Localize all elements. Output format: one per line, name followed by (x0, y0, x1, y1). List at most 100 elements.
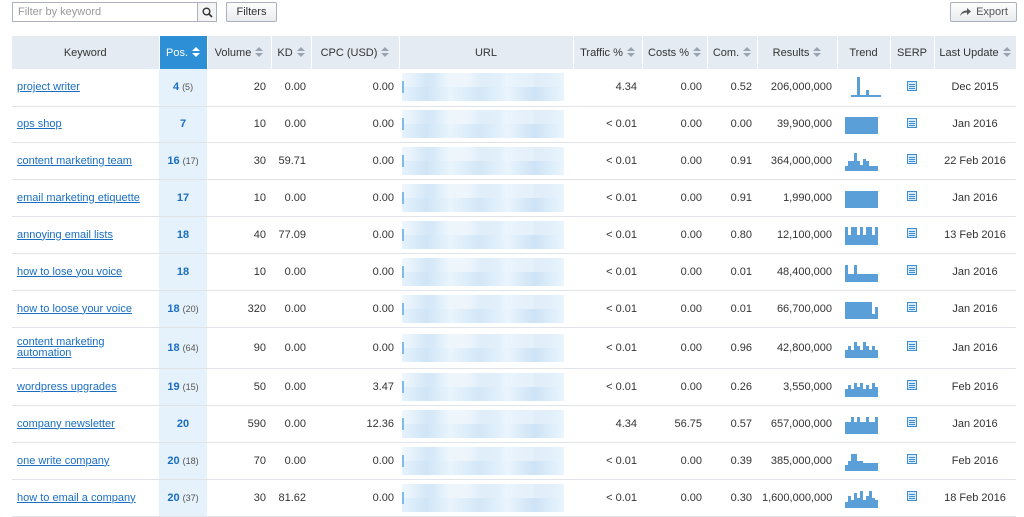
serp-icon[interactable] (907, 302, 917, 312)
serp-icon[interactable] (907, 80, 917, 91)
url-cell (399, 253, 573, 291)
trend-sparkline[interactable] (845, 188, 885, 208)
table-row: content marketing automation 18 (64) 90 0.00… (12, 327, 1016, 369)
trend-bar (851, 416, 854, 434)
last-update-cell: Dec 2015 (934, 69, 1016, 107)
keyword-cell: annoying email lists (12, 216, 159, 254)
trend-bar (851, 190, 854, 208)
sort-arrows-icon (192, 47, 200, 58)
trend-cell (837, 216, 890, 254)
column-header-kd[interactable]: KD (271, 36, 312, 69)
trend-sparkline[interactable] (845, 114, 885, 134)
trend-sparkline[interactable] (845, 225, 885, 245)
cpc-cell: 0.00 (311, 106, 399, 143)
serp-icon[interactable] (907, 380, 917, 390)
traffic-cell: < 0.01 (573, 179, 642, 217)
traffic-cell: < 0.01 (573, 142, 642, 180)
trend-sparkline[interactable] (845, 299, 885, 319)
volume-cell: 10 (207, 179, 271, 217)
trend-sparkline[interactable] (845, 151, 885, 171)
keyword-link[interactable]: content marketing automation (17, 335, 105, 359)
volume-cell: 50 (207, 368, 271, 406)
keyword-link[interactable]: project writer (17, 81, 80, 94)
keyword-link[interactable]: how to email a company (17, 491, 136, 504)
trend-sparkline[interactable] (845, 414, 885, 434)
trend-bar (869, 490, 872, 508)
trend-bar (860, 421, 863, 434)
column-header-volume[interactable]: Volume (207, 36, 272, 69)
last-update-cell: Jan 2016 (934, 179, 1016, 217)
search-icon (202, 7, 213, 18)
serp-cell (890, 69, 934, 107)
trend-bar (848, 345, 851, 358)
keyword-filter (12, 2, 217, 22)
volume-cell: 320 (207, 290, 271, 328)
traffic-cell: < 0.01 (573, 216, 642, 254)
serp-cell (890, 216, 934, 254)
filters-button[interactable]: Filters (226, 2, 277, 22)
serp-icon[interactable] (907, 491, 917, 501)
position-value: 19 (167, 380, 180, 393)
trend-cell (837, 327, 890, 369)
trend-sparkline[interactable] (845, 262, 885, 282)
volume-cell: 40 (207, 216, 271, 254)
volume-cell: 10 (207, 253, 271, 291)
costs-cell: 0.00 (642, 179, 707, 217)
serp-icon[interactable] (907, 154, 917, 164)
trend-bar (875, 462, 878, 471)
trend-bar (848, 273, 851, 282)
competition-cell: 0.91 (707, 142, 757, 180)
serp-icon[interactable] (907, 228, 917, 238)
trend-bar (860, 190, 863, 208)
trend-sparkline[interactable] (845, 451, 885, 471)
trend-cell (837, 179, 890, 217)
column-header-cpc[interactable]: CPC (USD) (311, 36, 400, 69)
column-header-traffic[interactable]: Traffic % (573, 36, 643, 69)
serp-icon[interactable] (907, 265, 917, 275)
keyword-filter-input[interactable] (13, 3, 199, 21)
keyword-link[interactable]: email marketing etiquette (17, 191, 140, 204)
column-header-results[interactable]: Results (757, 36, 838, 69)
trend-sparkline[interactable] (845, 488, 885, 508)
costs-cell: 0.00 (642, 327, 707, 369)
serp-cell (890, 290, 934, 328)
trend-sparkline[interactable] (845, 377, 885, 397)
trend-bar (854, 264, 857, 282)
sort-arrows-icon (255, 47, 264, 58)
keyword-link[interactable]: how to loose your voice (17, 302, 132, 315)
column-header-keyword[interactable]: Keyword (12, 36, 160, 69)
serp-cell (890, 405, 934, 443)
trend-bar (860, 460, 863, 471)
keyword-link[interactable]: content marketing team (17, 154, 132, 167)
column-header-costs[interactable]: Costs % (642, 36, 708, 69)
keyword-link[interactable]: annoying email lists (17, 228, 113, 241)
costs-cell: 0.00 (642, 368, 707, 406)
trend-bar (863, 301, 866, 319)
serp-icon[interactable] (907, 454, 917, 464)
trend-bar (851, 117, 854, 134)
trend-sparkline[interactable] (845, 77, 885, 98)
cpc-cell: 3.47 (311, 368, 399, 406)
column-header-competition[interactable]: Com. (707, 36, 758, 69)
serp-icon[interactable] (907, 117, 917, 128)
serp-icon[interactable] (907, 191, 917, 201)
trend-sparkline[interactable] (845, 338, 885, 358)
serp-icon[interactable] (907, 341, 917, 351)
serp-icon[interactable] (907, 417, 917, 427)
keyword-link[interactable]: how to lose you voice (17, 265, 123, 278)
keyword-link[interactable]: company newsletter (17, 417, 115, 430)
trend-bar (857, 301, 860, 319)
search-button[interactable] (197, 3, 216, 21)
position-cell: 18 (159, 253, 207, 291)
column-header-last-update[interactable]: Last Update (934, 36, 1017, 69)
export-button[interactable]: Export (950, 2, 1017, 22)
trend-bar (869, 273, 872, 282)
trend-bar (851, 453, 854, 471)
url-cell (399, 179, 573, 217)
previous-position: (20) (182, 303, 199, 314)
keyword-link[interactable]: ops shop (17, 118, 62, 130)
keyword-link[interactable]: one write company (17, 454, 110, 467)
keyword-link[interactable]: wordpress upgrades (17, 380, 117, 393)
last-update-cell: 18 Feb 2016 (934, 479, 1016, 517)
column-header-position[interactable]: Pos. (159, 36, 208, 69)
